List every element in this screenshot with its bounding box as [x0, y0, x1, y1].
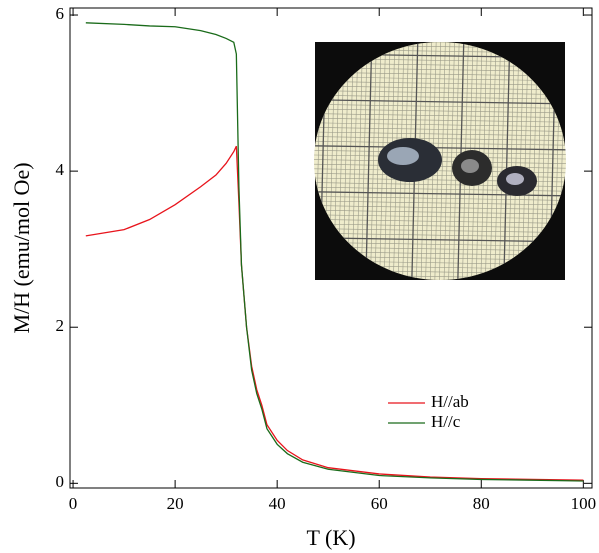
- y-tick-label: 2: [56, 316, 65, 335]
- photo-grid: [314, 145, 566, 151]
- photo-grid: [314, 131, 566, 137]
- photo-grid: [374, 42, 382, 280]
- photo-grid: [314, 127, 566, 132]
- x-tick-label: 0: [69, 494, 78, 513]
- y-tick-label: 4: [56, 160, 65, 179]
- photo-grid: [314, 94, 566, 100]
- photo-grid: [314, 284, 566, 288]
- photo-grid: [314, 113, 566, 118]
- x-axis-label: T (K): [306, 525, 355, 550]
- photo-grid: [314, 122, 566, 128]
- photo-grid: [314, 117, 566, 123]
- photo-grid: [314, 284, 566, 288]
- photo-grid: [494, 42, 501, 280]
- photo-grid: [314, 232, 566, 238]
- photo-grid: [577, 40, 583, 282]
- photo-grid: [314, 108, 566, 114]
- photo-grid: [314, 288, 566, 292]
- x-tick-label: 100: [571, 494, 597, 513]
- photo-grid: [508, 42, 515, 280]
- photo-grid: [314, 136, 566, 141]
- photo-grid: [365, 42, 373, 280]
- photo-grid: [439, 42, 446, 280]
- photo-grid: [314, 191, 566, 197]
- photo-grid: [314, 228, 566, 233]
- legend-label: H//c: [431, 412, 461, 431]
- photo-grid: [314, 311, 566, 315]
- y-axis-label: M/H (emu/mol Oe): [9, 162, 34, 333]
- photo-grid: [314, 302, 566, 306]
- photo-grid: [512, 42, 520, 280]
- y-tick-label: 6: [56, 4, 65, 23]
- legend-label: H//ab: [431, 392, 469, 411]
- photo-grid: [314, 104, 566, 109]
- photo-grid: [314, 219, 566, 224]
- x-tick-label: 80: [473, 494, 490, 513]
- photo-grid: [314, 223, 566, 229]
- photo-grid: [314, 307, 566, 311]
- photo-grid: [356, 42, 363, 280]
- photo-grid: [489, 42, 497, 280]
- photo-grid: [306, 40, 312, 282]
- photo-grid: [314, 140, 566, 146]
- x-tick-label: 40: [269, 494, 286, 513]
- photo-grid: [568, 40, 574, 282]
- x-tick-label: 60: [371, 494, 388, 513]
- photo-grid: [314, 237, 566, 243]
- photo-grid: [360, 42, 368, 280]
- photo-grid: [314, 85, 566, 91]
- photo-grid: [351, 42, 359, 280]
- plot-frame: [69, 7, 593, 489]
- photo-grid: [573, 40, 579, 282]
- photo-grid: [448, 42, 455, 280]
- photo-grid: [314, 293, 566, 297]
- photo-grid: [314, 99, 566, 105]
- x-tick-label: 20: [167, 494, 184, 513]
- series-line: [85, 22, 584, 482]
- y-tick-label: 0: [56, 472, 65, 491]
- photo-grid: [314, 90, 566, 95]
- photo-grid: [443, 42, 451, 280]
- photo-grid: [314, 242, 566, 247]
- photo-grid: [347, 42, 354, 280]
- photo-grid: [370, 42, 377, 280]
- photo-grid: [314, 298, 566, 302]
- inset-photo: [306, 40, 583, 315]
- photo-grid: [503, 42, 511, 280]
- photo-grid: [498, 42, 506, 280]
